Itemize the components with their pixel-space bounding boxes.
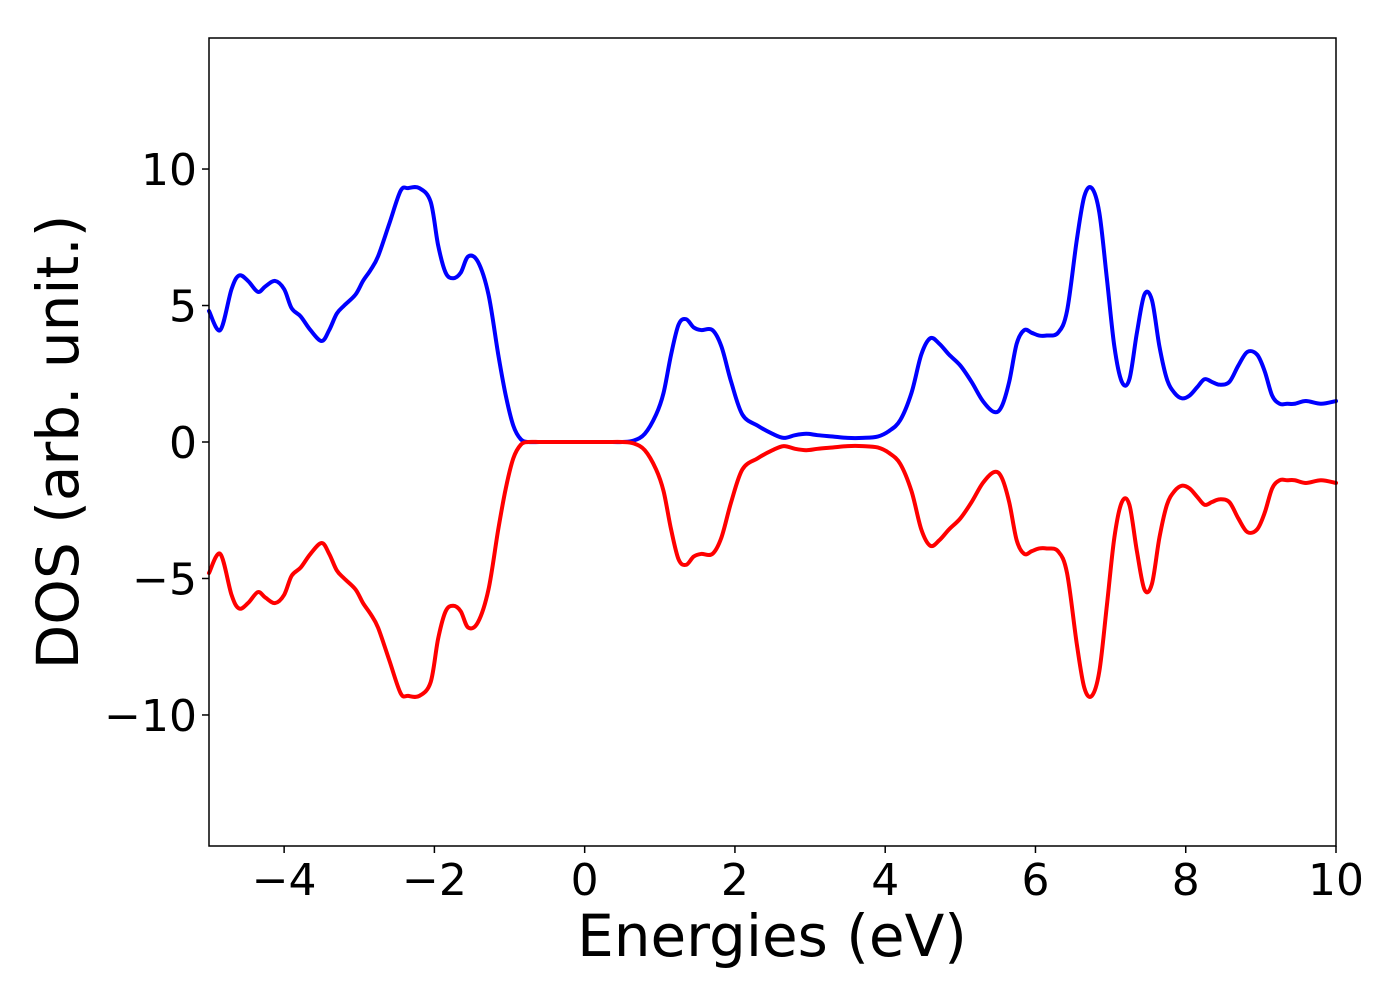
y-tick-label: 5 xyxy=(169,282,197,333)
x-tick-label: 6 xyxy=(1021,855,1049,906)
series-line-blue xyxy=(207,185,1338,445)
series-layer xyxy=(207,185,1338,699)
y-tick-label: 10 xyxy=(141,145,197,196)
y-axis-label: DOS (arb. unit.) xyxy=(24,215,92,670)
x-tick-label: 0 xyxy=(571,855,599,906)
y-axis-ticks: −10 −5 0 5 10 xyxy=(104,145,209,742)
series-line-red xyxy=(207,439,1338,699)
y-tick-label: −5 xyxy=(132,554,197,605)
x-tick-label: 10 xyxy=(1308,855,1364,906)
x-axis-ticks: −4 −2 0 2 4 6 8 10 xyxy=(252,846,1364,906)
x-axis-label: Energies (eV) xyxy=(577,902,967,970)
y-tick-label: −10 xyxy=(104,691,197,742)
x-tick-label: −4 xyxy=(252,855,317,906)
x-tick-label: 8 xyxy=(1172,855,1200,906)
plot-frame xyxy=(208,37,1337,847)
x-tick-label: 2 xyxy=(721,855,749,906)
x-tick-label: 4 xyxy=(871,855,899,906)
y-tick-label: 0 xyxy=(169,418,197,469)
x-tick-label: −2 xyxy=(402,855,467,906)
